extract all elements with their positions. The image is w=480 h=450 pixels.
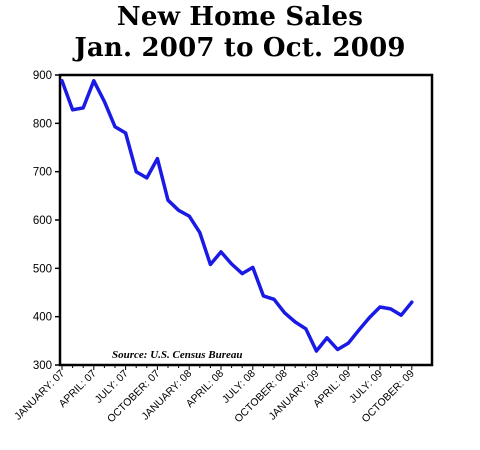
y-tick-label: 800 (33, 118, 52, 130)
data-point (177, 208, 181, 212)
y-tick-label: 900 (33, 70, 52, 82)
data-point (81, 106, 85, 110)
chart-title: New Home Sales (116, 2, 364, 32)
data-point (145, 176, 149, 180)
data-point (399, 313, 403, 317)
y-tick-label: 400 (33, 312, 52, 324)
source-annotation: Source: U.S. Census Bureau (112, 349, 243, 361)
data-point (124, 131, 128, 135)
data-point (102, 100, 106, 104)
plot-area (58, 73, 434, 367)
data-point (71, 108, 75, 112)
y-tick-label: 500 (33, 263, 52, 275)
y-tick-label: 600 (33, 215, 52, 227)
data-point (378, 305, 382, 309)
data-point (261, 294, 265, 298)
data-point (346, 341, 350, 345)
data-point (304, 327, 308, 331)
y-axis: 300 400 500 600 700 800 900 (33, 70, 60, 372)
data-point (314, 349, 318, 353)
series-layer (60, 79, 414, 353)
data-point (198, 231, 202, 235)
data-point (272, 297, 276, 301)
data-point (155, 157, 159, 161)
data-point (325, 336, 329, 340)
data-point (410, 300, 414, 304)
data-point (357, 328, 361, 332)
data-point (219, 250, 223, 254)
data-point (208, 262, 212, 266)
y-tick-label: 300 (33, 360, 52, 372)
series-line (60, 79, 414, 353)
chart-subtitle: Jan. 2007 to Oct. 2009 (74, 33, 406, 63)
data-point (113, 125, 117, 129)
data-point (60, 79, 64, 83)
data-point (293, 320, 297, 324)
data-point (92, 79, 96, 83)
data-point (166, 198, 170, 202)
data-point (251, 265, 255, 269)
data-point (336, 348, 340, 352)
data-point (230, 262, 234, 266)
data-point (283, 311, 287, 315)
data-point (187, 214, 191, 218)
data-point (389, 307, 393, 311)
y-tick-label: 700 (33, 167, 52, 179)
data-point (240, 272, 244, 276)
data-point (134, 170, 138, 174)
data-point (367, 316, 371, 320)
x-tick-label: JANUARY: 07 (12, 368, 67, 423)
